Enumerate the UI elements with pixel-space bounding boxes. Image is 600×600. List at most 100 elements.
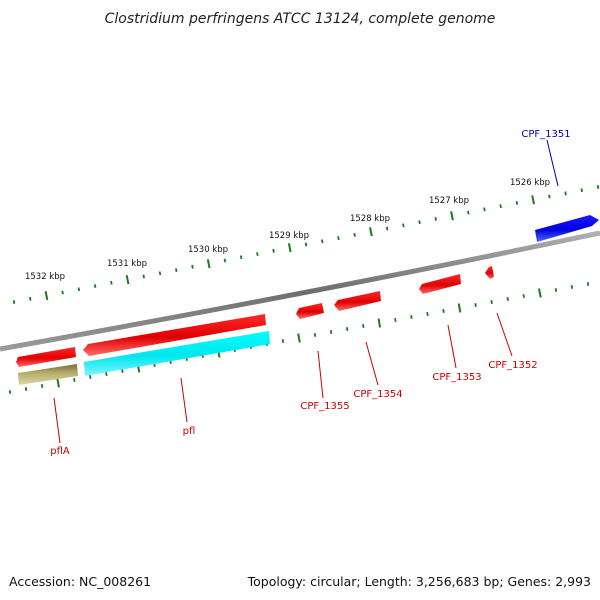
upper-ruler-minor-tick xyxy=(418,220,421,225)
upper-ruler-minor-tick xyxy=(434,217,437,221)
upper-ruler-minor-tick xyxy=(353,233,356,237)
upper-ruler-major-tick xyxy=(44,291,49,301)
gene-leader-lines xyxy=(53,139,559,444)
lower-ruler-minor-tick xyxy=(8,390,12,394)
scale-label: 1530 kbp xyxy=(188,245,228,255)
upper-ruler-major-tick xyxy=(125,275,130,285)
scale-label: 1531 kbp xyxy=(107,259,147,269)
upper-ruler-minor-tick xyxy=(596,185,600,189)
accession-text: Accession: NC_008261 xyxy=(9,574,151,589)
upper-ruler-major-tick xyxy=(450,211,454,221)
scale-label: 1529 kbp xyxy=(269,231,309,241)
leader-CPF_1354 xyxy=(365,341,379,386)
lower-ruler-minor-tick xyxy=(105,372,108,376)
gene-features xyxy=(16,215,599,385)
lower-ruler-minor-tick xyxy=(410,315,413,319)
gene-arrow-CPF_1354[interactable] xyxy=(334,291,381,311)
lower-ruler-minor-tick xyxy=(329,330,333,334)
lower-ruler-minor-tick xyxy=(313,333,317,337)
upper-ruler-major-tick xyxy=(369,227,373,237)
lower-ruler-minor-tick xyxy=(570,285,574,289)
gene-label-CPF_1353[interactable]: CPF_1353 xyxy=(432,372,481,383)
upper-ruler-minor-tick xyxy=(110,280,113,285)
gene-arrow-CPF_1355[interactable] xyxy=(296,303,324,319)
upper-ruler-minor-tick xyxy=(158,271,162,276)
scale-labels: 1532 kbp 1531 kbp 1530 kbp 1529 kbp 1528 kbp… xyxy=(25,178,550,282)
upper-ruler-minor-tick xyxy=(142,274,145,279)
upper-ruler-minor-tick xyxy=(223,258,227,263)
lower-tick-ruler xyxy=(8,282,590,394)
leader-pflA xyxy=(53,397,61,444)
upper-ruler-major-tick xyxy=(287,243,292,253)
leader-CPF_1351 xyxy=(546,139,559,187)
lower-ruler-minor-tick xyxy=(362,324,365,328)
lower-ruler-minor-tick xyxy=(554,288,558,292)
lower-ruler-major-tick xyxy=(377,318,382,328)
genome-backbone xyxy=(0,230,600,352)
gene-label-CPF_1352[interactable]: CPF_1352 xyxy=(488,360,537,371)
upper-ruler-minor-tick xyxy=(12,300,16,304)
upper-ruler-minor-tick xyxy=(321,239,324,244)
upper-ruler-minor-tick xyxy=(256,252,259,256)
lower-ruler-minor-tick xyxy=(345,327,349,331)
gene-bar-pfl[interactable] xyxy=(84,331,270,376)
map-title: Clostridium perfringens ATCC 13124, comp… xyxy=(105,11,496,27)
lower-ruler-minor-tick xyxy=(40,384,44,388)
upper-ruler-minor-tick xyxy=(29,296,32,301)
gene-arrow-CPF_1352[interactable] xyxy=(485,266,494,279)
lower-ruler-minor-tick xyxy=(522,294,525,298)
upper-tick-ruler xyxy=(12,185,600,304)
upper-ruler-minor-tick xyxy=(580,188,583,193)
upper-ruler-major-tick xyxy=(206,259,211,269)
lower-ruler-major-tick xyxy=(538,288,542,298)
lower-ruler-minor-tick xyxy=(121,369,124,373)
upper-ruler-minor-tick xyxy=(191,264,194,269)
leader-pfl xyxy=(180,377,188,423)
lower-ruler-minor-tick xyxy=(24,387,28,391)
lower-ruler-minor-tick xyxy=(586,282,590,286)
upper-ruler-minor-tick xyxy=(239,255,243,260)
upper-ruler-minor-tick xyxy=(304,242,308,247)
gene-arrow-pfl-forward[interactable] xyxy=(83,314,266,356)
upper-ruler-minor-tick xyxy=(272,248,275,253)
gene-arrow-CPF_1351[interactable] xyxy=(535,215,599,242)
upper-ruler-minor-tick xyxy=(548,194,551,199)
scale-label: 1527 kbp xyxy=(429,196,469,206)
scale-label: 1528 kbp xyxy=(350,214,390,224)
scale-label: 1526 kbp xyxy=(510,178,550,188)
lower-ruler-minor-tick xyxy=(506,297,509,301)
gene-label-CPF_1351[interactable]: CPF_1351 xyxy=(521,129,570,140)
upper-ruler-minor-tick xyxy=(515,201,519,205)
gene-bar-pflA[interactable] xyxy=(18,364,78,385)
gene-label-CPF_1354[interactable]: CPF_1354 xyxy=(353,389,402,400)
lower-ruler-minor-tick xyxy=(89,375,92,379)
upper-ruler-minor-tick xyxy=(467,210,470,215)
upper-ruler-minor-tick xyxy=(402,223,405,228)
upper-ruler-minor-tick xyxy=(61,290,64,295)
gene-label-CPF_1355[interactable]: CPF_1355 xyxy=(300,401,349,412)
leader-CPF_1353 xyxy=(447,324,457,369)
gene-arrow-pflA-forward[interactable] xyxy=(16,347,76,367)
lower-ruler-minor-tick xyxy=(73,378,76,382)
gene-arrow-CPF_1353[interactable] xyxy=(419,274,461,294)
upper-ruler-minor-tick xyxy=(93,284,97,288)
upper-ruler-minor-tick xyxy=(483,207,486,212)
lower-ruler-major-tick xyxy=(56,378,60,388)
leader-CPF_1352 xyxy=(496,312,513,357)
lower-ruler-minor-tick xyxy=(442,309,445,313)
lower-ruler-major-tick xyxy=(297,333,301,343)
upper-ruler-minor-tick xyxy=(77,287,81,292)
gene-labels: pflA pfl CPF_1355 CPF_1354 CPF_1353 CPF_… xyxy=(50,129,570,457)
upper-ruler-major-tick xyxy=(531,195,535,205)
gene-label-pfl[interactable]: pfl xyxy=(183,426,196,437)
upper-ruler-minor-tick xyxy=(337,236,340,241)
gene-label-pflA[interactable]: pflA xyxy=(50,446,70,457)
upper-ruler-minor-tick xyxy=(175,268,178,272)
lower-ruler-major-tick xyxy=(457,303,462,313)
upper-ruler-minor-tick xyxy=(499,204,502,209)
lower-ruler-minor-tick xyxy=(490,300,493,304)
lower-ruler-minor-tick xyxy=(474,303,477,307)
genome-summary-text: Topology: circular; Length: 3,256,683 bp… xyxy=(247,574,591,589)
lower-ruler-minor-tick xyxy=(281,339,285,343)
